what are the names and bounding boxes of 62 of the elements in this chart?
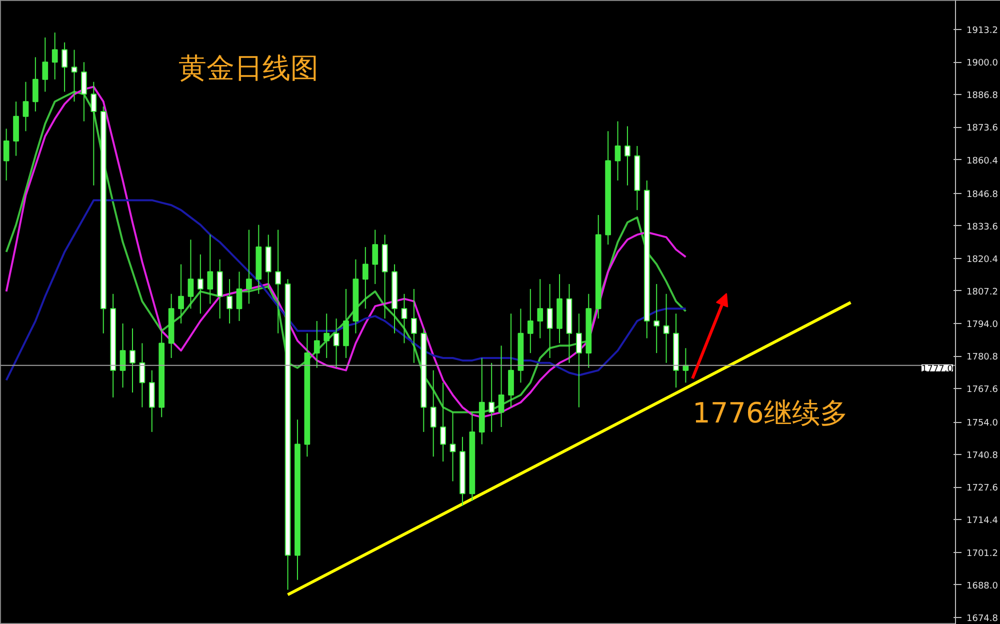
y-tick-label: 1674.8 xyxy=(966,614,998,624)
candlestick xyxy=(188,239,194,310)
y-tick-label: 1820.4 xyxy=(966,254,998,265)
y-tick-label: 1833.6 xyxy=(966,222,998,232)
candlestick xyxy=(207,234,214,304)
candlestick xyxy=(120,322,126,388)
y-tick-label: 1913.2 xyxy=(966,26,998,36)
line-series xyxy=(5,199,687,382)
y-tick-label: 1780.8 xyxy=(966,352,998,363)
candlestick xyxy=(314,320,320,368)
candlestick xyxy=(130,328,136,394)
candlestick xyxy=(411,288,417,364)
candlestick xyxy=(236,271,242,322)
candlestick xyxy=(450,412,456,482)
candlestick xyxy=(440,382,446,462)
candlestick xyxy=(178,264,184,324)
candlestick xyxy=(430,370,436,458)
candlestick xyxy=(71,49,78,102)
ref-line-label: 1777.0 xyxy=(922,364,954,374)
candlestick xyxy=(52,32,58,80)
candlestick xyxy=(401,293,408,344)
y-tick-label: 1767.6 xyxy=(966,385,998,396)
candlestick xyxy=(62,42,68,92)
y-tick-label: 1701.2 xyxy=(966,548,998,559)
y-tick-label: 1714.4 xyxy=(966,516,998,526)
candlestick xyxy=(663,293,670,364)
candlestick xyxy=(90,81,97,186)
y-tick-label: 1807.2 xyxy=(966,287,998,298)
candlestick xyxy=(246,229,252,304)
candlestick xyxy=(42,36,48,92)
y-tick-label: 1860.4 xyxy=(966,156,998,166)
candlestick xyxy=(81,62,87,122)
candlestick xyxy=(624,126,630,186)
candlestick xyxy=(226,278,232,324)
candlestick xyxy=(537,278,544,339)
candlestick xyxy=(3,128,10,181)
annotation: 1776继续多 xyxy=(692,396,848,430)
candlestick xyxy=(198,254,204,314)
text: 黄金日线图 xyxy=(178,52,318,84)
candlestick xyxy=(362,246,368,310)
candlestick xyxy=(324,313,330,358)
candlestick xyxy=(275,229,281,334)
candlestick xyxy=(576,313,582,408)
y-tick-label: 1886.8 xyxy=(966,91,998,102)
y-tick-label: 1873.6 xyxy=(966,124,998,134)
y-tick-label: 1727.6 xyxy=(966,484,998,494)
candlestick xyxy=(372,229,378,285)
candlestick xyxy=(22,81,29,132)
y-tick-label: 1688.0 xyxy=(966,581,998,592)
candlestick xyxy=(488,362,495,432)
y-tick-label: 1846.8 xyxy=(966,190,998,200)
candlestick xyxy=(546,284,553,358)
candlestick xyxy=(614,120,621,181)
candlestick xyxy=(32,56,38,112)
y-tick-label: 1740.8 xyxy=(966,451,998,462)
candlestick xyxy=(654,284,660,354)
y-tick-label: 1794.0 xyxy=(966,320,998,330)
candlestick xyxy=(333,318,340,368)
candlestick xyxy=(498,345,504,428)
y-tick-label: 1754.0 xyxy=(966,418,998,429)
y-tick-label: 1900.0 xyxy=(966,58,998,69)
candlestick xyxy=(527,288,534,354)
